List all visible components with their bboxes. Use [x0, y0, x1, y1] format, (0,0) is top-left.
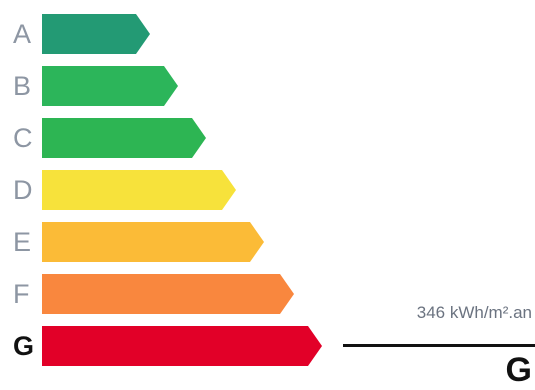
rating-arrow-d — [42, 170, 236, 210]
rating-arrow-b — [42, 66, 178, 106]
rating-arrow-a — [42, 14, 150, 54]
rating-bar-g — [42, 326, 322, 366]
rating-arrow-f — [42, 274, 294, 314]
rating-arrow-e — [42, 222, 264, 262]
consumption-value: 346 kWh/m².an — [416, 303, 532, 322]
rating-bar-d — [42, 170, 236, 210]
result-rating-letter: G — [505, 351, 532, 389]
rating-letter-d: D — [13, 175, 33, 205]
rating-bar-c — [42, 118, 206, 158]
rating-bar-e — [42, 222, 264, 262]
rating-letter-a: A — [13, 19, 32, 49]
result-divider — [343, 344, 535, 347]
rating-letter-g: G — [13, 331, 35, 361]
rating-arrow-c — [42, 118, 206, 158]
rating-letter-e: E — [13, 227, 32, 257]
rating-bar-b — [42, 66, 178, 106]
rating-letter-c: C — [13, 123, 33, 153]
rating-letter-f: F — [13, 279, 30, 309]
rating-arrow-g — [42, 326, 322, 366]
rating-bar-a — [42, 14, 150, 54]
rating-letter-b: B — [13, 71, 32, 101]
rating-bar-f — [42, 274, 294, 314]
